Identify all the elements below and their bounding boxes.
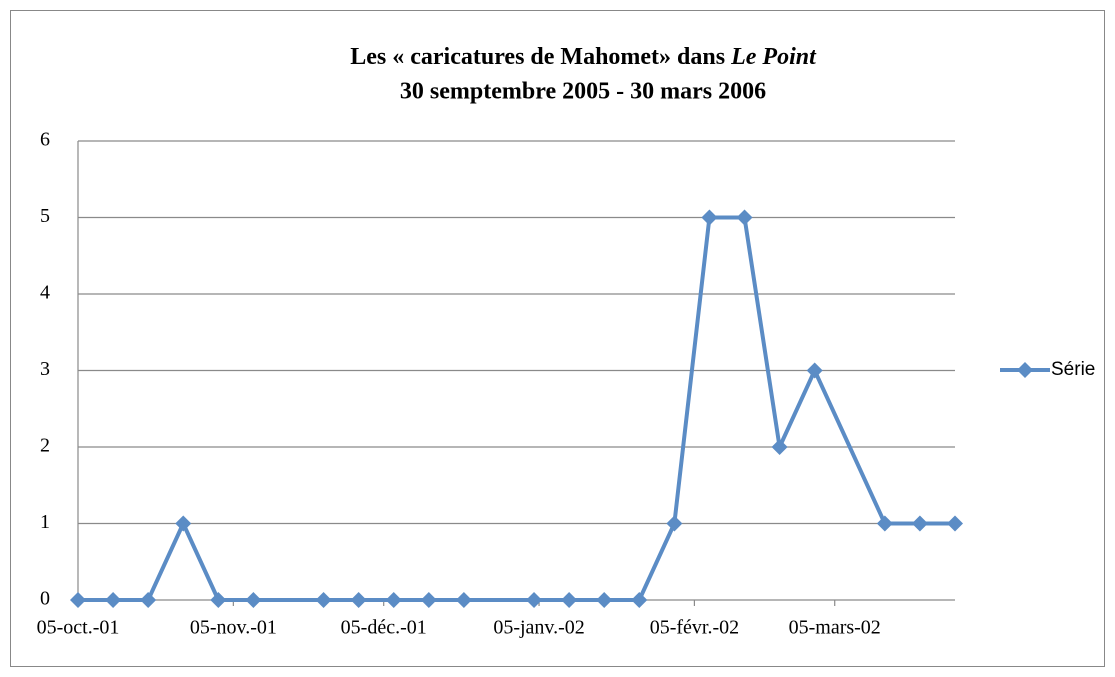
y-tick-label: 5 [40,205,50,227]
point-marker [631,592,648,608]
point-marker [947,515,963,532]
point-marker [315,592,332,608]
point-marker [666,515,683,532]
point-marker [350,592,367,608]
y-tick-label: 4 [40,282,50,304]
point-marker [701,209,718,226]
x-tick-label: 05-févr.-02 [650,617,739,639]
point-marker [105,592,122,608]
point-marker [806,362,823,379]
y-tick-label: 6 [40,129,50,151]
x-tick-label: 05-oct.-01 [37,617,120,639]
x-tick-label: 05-janv.-02 [493,617,584,639]
point-marker [596,592,613,608]
point-marker [70,592,86,608]
chart-border [10,10,1105,667]
point-marker [245,592,262,608]
y-tick-label: 2 [40,435,50,457]
chart-subtitle: 30 semptembre 2005 - 30 mars 2006 [400,79,766,105]
title-text: Les « caricatures de Mahomet» dans [350,44,731,70]
point-marker [771,439,788,455]
point-marker [210,592,227,608]
point-marker [561,592,578,608]
legend-marker [1017,362,1033,378]
point-marker [911,515,928,532]
point-marker [455,592,472,608]
y-tick-label: 3 [40,358,50,380]
x-tick-label: 05-déc.-01 [341,617,427,639]
point-marker [526,592,543,608]
chart-title: Les « caricatures de Mahomet» dans Le Po… [350,44,817,70]
point-marker [420,592,437,608]
legend-label: Série [1051,359,1095,380]
x-tick-label: 05-mars-02 [789,617,881,639]
point-marker [385,592,402,608]
point-marker [140,592,157,608]
y-tick-label: 0 [40,588,50,610]
point-marker [876,515,893,532]
title-italic: Le Point [730,44,817,70]
y-tick-label: 1 [40,511,50,533]
point-marker [175,515,192,532]
x-tick-label: 05-nov.-01 [190,617,277,639]
point-marker [736,209,753,226]
